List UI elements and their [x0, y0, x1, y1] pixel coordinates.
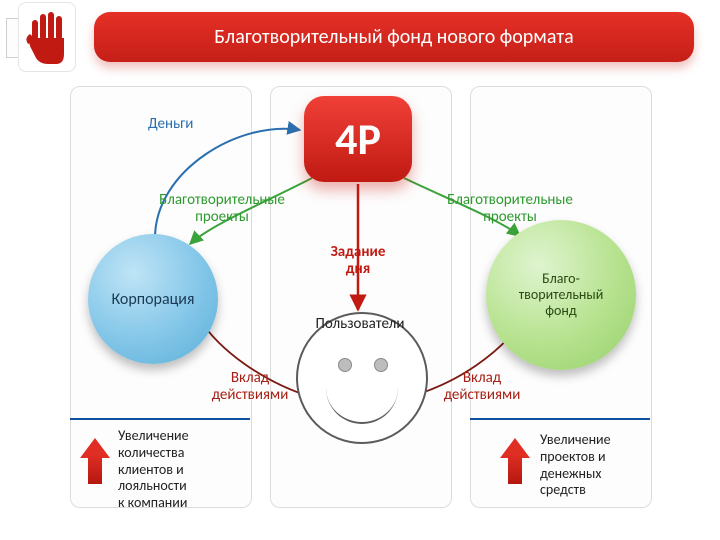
- user-eye-left-icon: [338, 358, 352, 372]
- logo: [18, 2, 76, 72]
- node-4p-label: 4P: [335, 112, 381, 166]
- node-4p: 4P: [304, 96, 412, 182]
- edge-task-label: Задание дня: [318, 244, 398, 279]
- edge-proj-left-label: Благотворительные проекты: [142, 192, 302, 227]
- edge-contrib-left-label: Вклад действиями: [200, 370, 300, 405]
- edge-proj-right-label: Благотворительные проекты: [430, 192, 590, 227]
- outcome-left-text: Увеличение количества клиентов и лояльно…: [118, 428, 248, 512]
- diagram-stage: Благотворительный фонд нового формата: [0, 0, 720, 540]
- edge-contrib-right-label: Вклад действиями: [432, 370, 532, 405]
- node-fund-label: Благо- творительный фонд: [519, 271, 604, 319]
- hand-icon: [26, 10, 68, 64]
- header-title: Благотворительный фонд нового формата: [214, 25, 573, 49]
- node-fund: Благо- творительный фонд: [486, 220, 636, 370]
- outcome-arrow-right-icon: [500, 438, 530, 484]
- divider-left: [70, 418, 250, 420]
- divider-right: [470, 418, 650, 420]
- header-bar: Благотворительный фонд нового формата: [94, 12, 694, 62]
- edge-money-label: Деньги: [148, 116, 193, 133]
- outcome-arrow-left-icon: [80, 438, 110, 484]
- node-users-label: Пользователи: [310, 316, 410, 333]
- user-mouth-icon: [326, 378, 398, 424]
- user-eye-right-icon: [374, 358, 388, 372]
- node-corporation: Корпорация: [88, 234, 218, 364]
- outcome-right-text: Увеличение проектов и денежных средств: [540, 432, 670, 499]
- node-corporation-label: Корпорация: [111, 290, 194, 309]
